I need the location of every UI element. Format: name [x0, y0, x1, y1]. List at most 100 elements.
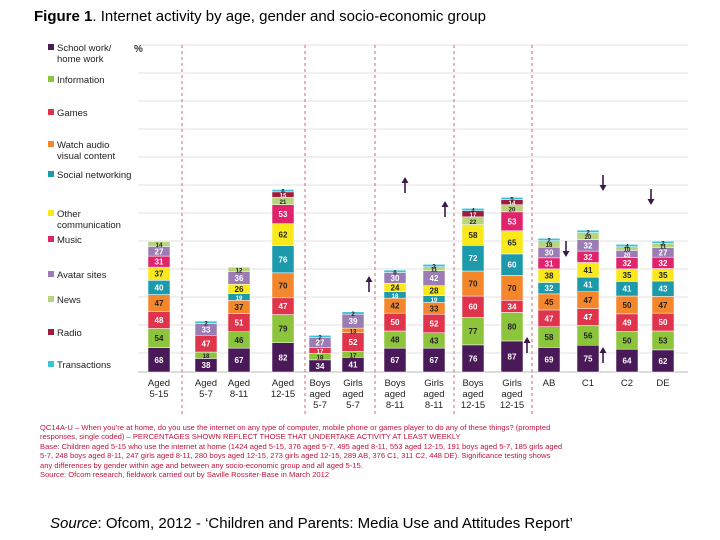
data-label: 35 — [659, 271, 668, 280]
legend-label: Avatar sites — [57, 270, 107, 281]
data-label: 27 — [659, 248, 668, 257]
data-label: 53 — [508, 217, 517, 226]
data-label: 17 — [470, 213, 477, 219]
x-tick-label: Boys — [384, 378, 405, 389]
data-label: 2 — [351, 312, 355, 318]
data-label: 32 — [623, 259, 632, 268]
data-label: 47 — [584, 313, 593, 322]
data-label: 14 — [156, 243, 163, 249]
x-tick-label: Boys — [309, 378, 330, 389]
data-label: 13 — [350, 329, 357, 335]
legend-label: Information — [57, 75, 105, 86]
data-label: 18 — [203, 354, 210, 360]
data-label: 68 — [155, 356, 164, 365]
note-line: QC14A-U – When you’re at home, do you us… — [40, 423, 551, 432]
data-label: 37 — [235, 303, 244, 312]
data-label: 24 — [391, 283, 400, 292]
data-label: 4 — [471, 209, 475, 215]
legend-swatch — [48, 109, 54, 115]
arrow-up-head — [401, 177, 409, 183]
x-tick-label: 5-7 — [313, 400, 327, 411]
arrow-up-head — [599, 347, 607, 353]
data-label: 5 — [510, 198, 514, 204]
data-label: 70 — [469, 280, 478, 289]
data-label: 17 — [317, 349, 324, 355]
data-label: 56 — [584, 331, 593, 340]
x-tick-label: C2 — [621, 378, 633, 389]
data-label: 47 — [659, 301, 668, 310]
legend-swatch — [48, 141, 54, 147]
data-label: 48 — [155, 316, 164, 325]
data-label: 2 — [318, 336, 322, 342]
data-label: 42 — [391, 302, 400, 311]
data-label: 49 — [623, 319, 632, 328]
data-label: 75 — [584, 355, 593, 364]
data-label: 27 — [316, 339, 325, 348]
data-label: 18 — [317, 356, 324, 362]
data-label: 41 — [584, 266, 593, 275]
data-label: 43 — [430, 336, 439, 345]
arrow-up-head — [365, 276, 373, 282]
data-label: 50 — [623, 301, 632, 310]
source-line: Source: Ofcom, 2012 - ‘Children and Pare… — [50, 515, 573, 532]
x-tick-label: Aged — [228, 378, 250, 389]
data-label: 50 — [391, 318, 400, 327]
data-label: 47 — [584, 296, 593, 305]
data-label: 20 — [585, 235, 592, 241]
data-label: 6 — [393, 270, 397, 276]
x-tick-label: 5-7 — [346, 400, 360, 411]
legend-label: communication — [57, 220, 121, 231]
data-label: 10 — [624, 248, 631, 254]
x-tick-label: 12-15 — [271, 389, 295, 400]
data-label: 64 — [623, 357, 632, 366]
data-label: 67 — [235, 356, 244, 365]
bar-segment — [227, 266, 251, 272]
data-label: 58 — [469, 231, 478, 240]
y-axis-unit-label: % — [134, 44, 143, 55]
data-label: 30 — [545, 249, 554, 258]
x-tick-label: Boys — [462, 378, 483, 389]
data-label: 77 — [469, 327, 478, 336]
bar-segment — [271, 189, 295, 193]
data-label: 70 — [279, 281, 288, 290]
data-label: 80 — [508, 323, 517, 332]
data-label: 54 — [155, 334, 164, 343]
data-label: 47 — [545, 314, 554, 323]
data-label: 19 — [431, 298, 438, 304]
data-label: 12 — [236, 268, 243, 274]
data-label: 43 — [659, 285, 668, 294]
data-label: 87 — [508, 352, 517, 361]
x-tick-label: 8-11 — [386, 400, 404, 411]
data-label: 76 — [279, 255, 288, 264]
chart-notes: QC14A-U – When you’re at home, do you us… — [40, 423, 690, 479]
data-label: 67 — [391, 356, 400, 365]
data-label: 6 — [281, 190, 285, 196]
data-label: 14 — [509, 201, 516, 207]
legend-label: Games — [57, 108, 88, 119]
data-label: 31 — [545, 259, 554, 268]
x-tick-label: C1 — [582, 378, 594, 389]
data-label: 62 — [659, 357, 668, 366]
data-label: 20 — [624, 253, 631, 259]
data-label: 2 — [204, 321, 208, 327]
data-label: 19 — [236, 296, 243, 302]
legend-swatch — [48, 361, 54, 367]
data-label: 2 — [661, 241, 665, 247]
arrow-down-head — [599, 185, 607, 191]
bar-segment — [651, 240, 675, 244]
source-text: : Ofcom, 2012 - ‘Children and Parents: M… — [97, 515, 573, 532]
note-line: Source: Ofcom research, fieldwork carrie… — [40, 470, 330, 480]
x-tick-label: Aged — [195, 378, 217, 389]
data-label: 34 — [316, 362, 325, 371]
data-label: 34 — [508, 302, 517, 311]
figure-label: Figure 1 — [34, 8, 93, 25]
data-label: 53 — [659, 336, 668, 345]
data-label: 4 — [625, 245, 629, 251]
bar-segment — [341, 311, 365, 315]
data-label: 28 — [430, 287, 439, 296]
data-label: 18 — [546, 243, 553, 249]
data-label: 38 — [545, 272, 554, 281]
data-label: 37 — [155, 270, 164, 279]
legend-swatch — [48, 44, 54, 50]
data-label: 52 — [349, 338, 358, 347]
